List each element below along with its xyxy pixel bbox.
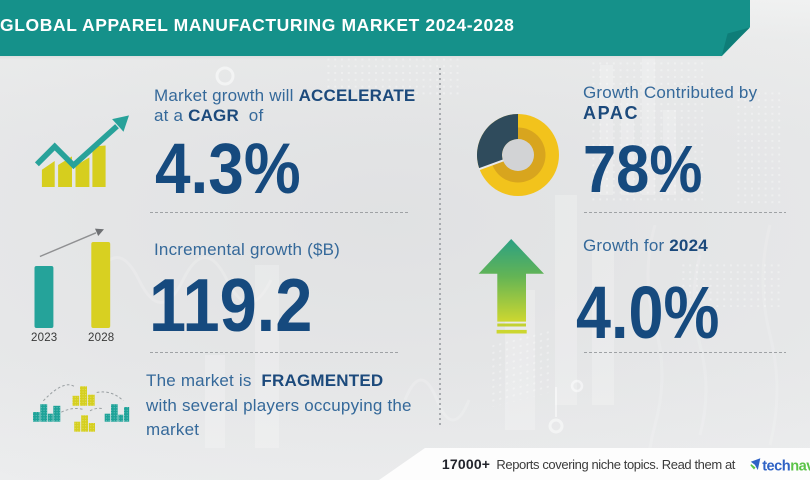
svg-text:technavio: technavio [762,459,810,475]
